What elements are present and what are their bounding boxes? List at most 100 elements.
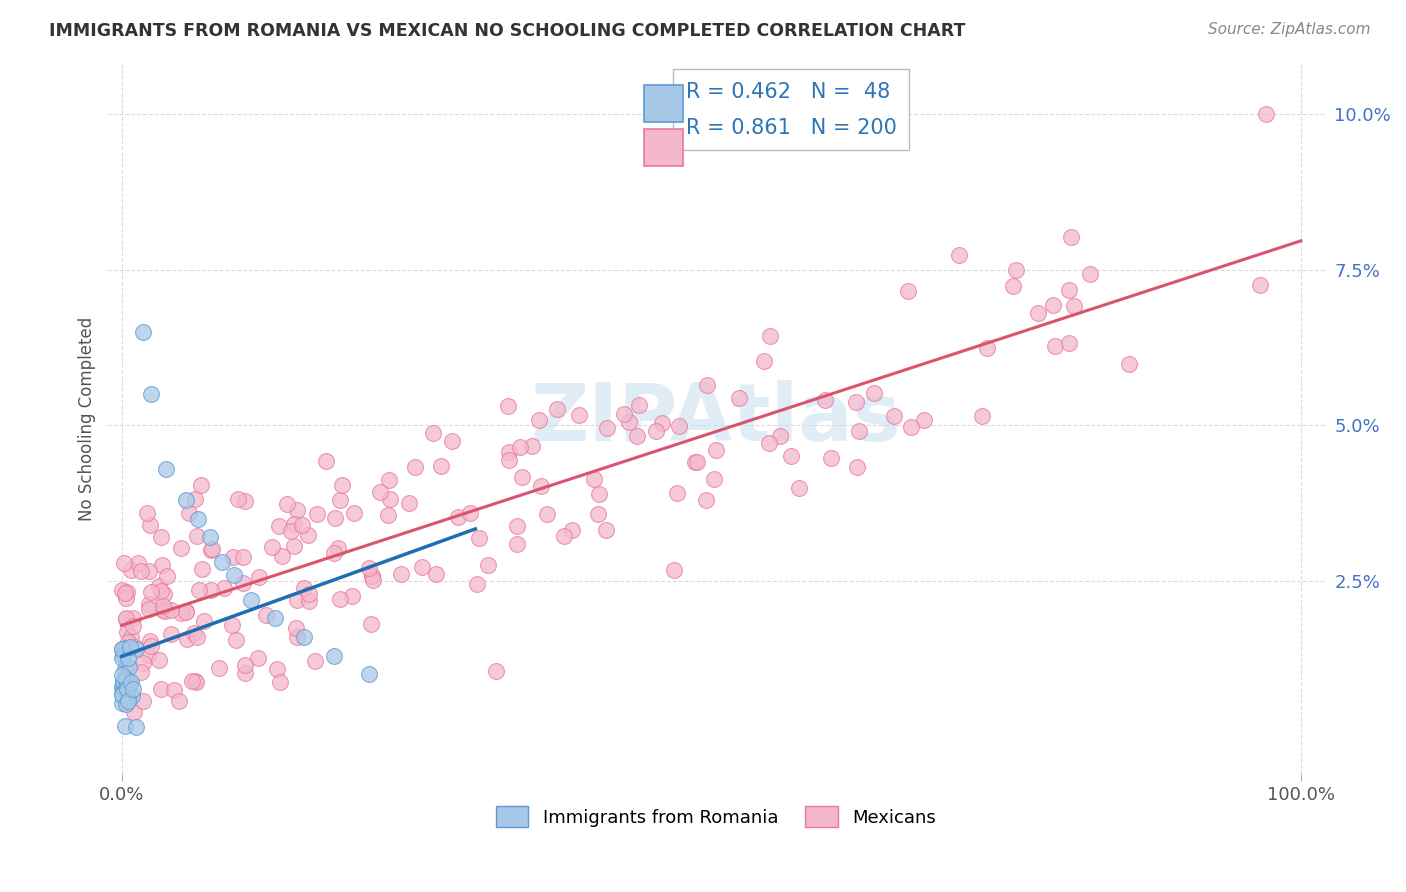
Point	[1059, 230, 1081, 244]
Point	[160, 627, 183, 641]
Point	[111, 688, 134, 702]
Point	[683, 455, 706, 469]
Point	[787, 481, 810, 495]
Point	[139, 518, 162, 533]
Point	[1026, 306, 1049, 320]
Point	[193, 614, 215, 628]
Point	[411, 560, 433, 574]
Point	[115, 698, 138, 712]
Point	[149, 530, 172, 544]
Point	[174, 604, 197, 618]
Point	[233, 494, 256, 508]
Point	[148, 579, 170, 593]
Point	[498, 453, 520, 467]
Point	[404, 460, 426, 475]
Point	[477, 558, 499, 572]
Point	[138, 564, 160, 578]
Point	[862, 385, 884, 400]
Point	[186, 674, 208, 689]
Point	[972, 409, 994, 423]
Point	[111, 641, 134, 656]
Point	[120, 630, 142, 644]
Point	[645, 424, 668, 438]
Point	[129, 564, 152, 578]
Point	[686, 455, 709, 469]
Point	[617, 415, 640, 429]
Point	[329, 493, 352, 508]
Point	[139, 640, 162, 654]
Point	[814, 392, 837, 407]
Point	[184, 491, 207, 506]
Point	[553, 529, 575, 543]
Point	[398, 495, 420, 509]
Point	[132, 694, 155, 708]
Point	[115, 673, 138, 687]
Point	[666, 485, 689, 500]
Point	[169, 607, 191, 621]
Point	[627, 398, 650, 412]
Point	[1057, 336, 1080, 351]
Point	[668, 418, 690, 433]
Point	[307, 507, 329, 521]
Point	[377, 508, 399, 523]
Point	[136, 648, 159, 662]
Point	[212, 581, 235, 595]
Point	[1078, 268, 1101, 282]
Point	[149, 584, 172, 599]
Point	[583, 472, 606, 486]
Point	[124, 641, 146, 656]
Point	[271, 549, 294, 563]
Point	[156, 568, 179, 582]
Point	[111, 583, 134, 598]
Point	[169, 693, 191, 707]
Point	[425, 566, 447, 581]
Point	[780, 449, 803, 463]
Point	[155, 462, 177, 476]
Point	[117, 694, 139, 708]
Point	[111, 681, 134, 695]
Point	[152, 603, 174, 617]
Point	[527, 413, 550, 427]
Point	[114, 586, 136, 600]
Point	[160, 603, 183, 617]
Point	[191, 562, 214, 576]
Point	[184, 673, 207, 688]
Point	[254, 608, 277, 623]
Point	[138, 602, 160, 616]
Point	[359, 561, 381, 575]
Point	[247, 651, 270, 665]
Point	[498, 444, 520, 458]
Point	[1118, 357, 1140, 371]
Point	[200, 543, 222, 558]
Point	[169, 541, 191, 555]
Point	[114, 671, 136, 685]
Point	[176, 632, 198, 646]
Point	[285, 592, 308, 607]
Point	[183, 626, 205, 640]
Point	[468, 531, 491, 545]
Point	[148, 652, 170, 666]
Point	[326, 541, 349, 556]
Point	[127, 557, 149, 571]
Point	[626, 429, 648, 443]
Point	[662, 564, 685, 578]
Point	[112, 682, 135, 697]
Point	[129, 665, 152, 680]
Point	[153, 587, 176, 601]
Text: Source: ZipAtlas.com: Source: ZipAtlas.com	[1208, 22, 1371, 37]
Point	[226, 492, 249, 507]
Point	[361, 569, 384, 583]
Point	[200, 583, 222, 598]
Point	[114, 640, 136, 655]
Point	[298, 587, 321, 601]
Point	[111, 680, 134, 694]
Text: ZIPAtlas: ZIPAtlas	[530, 380, 901, 458]
Point	[114, 591, 136, 605]
Point	[232, 549, 254, 564]
Point	[176, 493, 198, 508]
Point	[276, 497, 298, 511]
Point	[139, 585, 162, 599]
Point	[232, 576, 254, 591]
Point	[132, 656, 155, 670]
Point	[111, 667, 134, 681]
